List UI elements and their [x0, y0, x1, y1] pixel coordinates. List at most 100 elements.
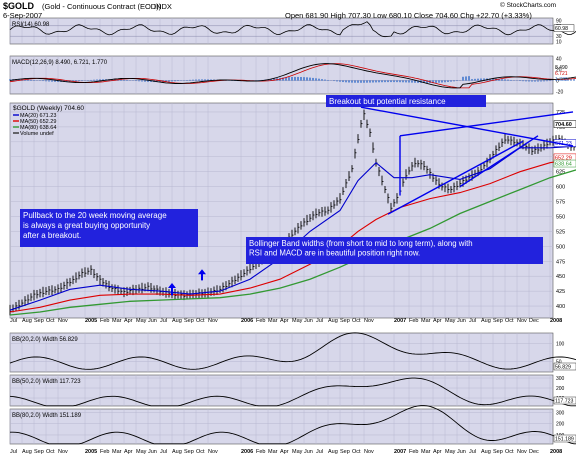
macd-histogram-bar — [510, 80, 512, 81]
macd-histogram-bar — [45, 80, 47, 81]
macd-histogram-bar — [171, 80, 173, 81]
macd-histogram-bar — [471, 79, 473, 81]
macd-histogram-bar — [411, 80, 413, 82]
macd-histogram-bar — [522, 80, 524, 81]
price-y-tick: 400 — [556, 304, 565, 310]
macd-histogram-bar — [549, 80, 551, 81]
x-tick-label: Apr — [124, 449, 133, 455]
macd-histogram-bar — [27, 80, 29, 81]
macd-histogram-bar — [387, 80, 389, 82]
x-tick-label: Apr — [433, 449, 442, 455]
bb80-label: BB(80,2.0) Width 151.189 — [12, 413, 82, 419]
x-tick-label: Feb — [409, 449, 418, 455]
x-tick-label: Nov — [58, 318, 68, 324]
bb50-value: 117.723 — [555, 399, 573, 405]
x-tick-label: Aug — [328, 318, 338, 324]
quote-line: Open 681.90 High 707.30 Low 680.10 Close… — [285, 11, 532, 20]
x-tick-label: Jul — [160, 449, 167, 455]
macd-histogram-bar — [573, 79, 575, 80]
macd-histogram-bar — [300, 77, 302, 81]
x-tick-label: Jul — [10, 318, 17, 324]
macd-histogram-bar — [339, 80, 341, 81]
x-tick-label: 2007 — [394, 449, 406, 455]
x-tick-label: Jun — [304, 449, 313, 455]
x-tick-label: Aug — [22, 318, 32, 324]
macd-histogram-bar — [51, 80, 53, 81]
macd-histogram-bar — [126, 80, 128, 81]
macd-histogram-bar — [204, 79, 206, 80]
x-tick-label: Jul — [316, 318, 323, 324]
macd-histogram-bar — [138, 80, 140, 81]
x-tick-label: Sep — [493, 318, 503, 324]
x-tick-label: Mar — [112, 449, 122, 455]
bb80-y-tick: 200 — [556, 422, 565, 428]
macd-histogram-bar — [93, 80, 95, 81]
macd-histogram-bar — [363, 80, 365, 82]
macd-y-tick: -20 — [556, 89, 563, 95]
macd-histogram-bar — [468, 76, 470, 81]
bb20-value: 56.829 — [555, 365, 571, 371]
macd-histogram-bar — [438, 80, 440, 82]
macd-histogram-bar — [192, 80, 194, 81]
credit: © StockCharts.com — [500, 2, 556, 9]
x-tick-label: Nov — [58, 449, 68, 455]
macd-histogram-bar — [366, 80, 368, 82]
macd-histogram-bar — [318, 79, 320, 81]
x-tick-label: May — [445, 449, 456, 455]
rsi-value: 60.98 — [555, 26, 568, 32]
description: (Gold - Continuous Contract (EOD)) — [42, 2, 161, 11]
macd-histogram-bar — [303, 77, 305, 80]
x-tick-label: Nov — [364, 449, 374, 455]
x-tick-label: Oct — [196, 318, 205, 324]
x-tick-label: Mar — [112, 318, 122, 324]
macd-histogram-bar — [381, 80, 383, 82]
macd-histogram-bar — [96, 80, 98, 81]
macd-histogram-bar — [393, 80, 395, 82]
x-tick-label: 2008 — [550, 449, 562, 455]
pullback-note-line: Pullback to the 20 week moving average — [23, 211, 167, 220]
x-tick-label: 2006 — [241, 449, 253, 455]
breakout-note-line: Breakout but potential resistance — [329, 97, 446, 106]
macd-histogram-bar — [360, 80, 362, 82]
x-tick-label: Sep — [493, 449, 503, 455]
macd-histogram-bar — [402, 80, 404, 82]
macd-histogram-bar — [288, 77, 290, 80]
x-tick-label: Oct — [46, 449, 55, 455]
price-y-tick: 525 — [556, 229, 565, 235]
x-tick-label: Mar — [421, 318, 431, 324]
macd-histogram-bar — [90, 80, 92, 81]
chart-date: 6-Sep-2007 — [3, 11, 42, 20]
macd-histogram-bar — [546, 80, 548, 81]
macd-histogram-bar — [372, 80, 374, 82]
x-tick-label: Aug — [172, 449, 182, 455]
x-tick-label: Sep — [184, 449, 194, 455]
bb50-y-tick: 200 — [556, 386, 565, 392]
macd-histogram-bar — [195, 80, 197, 81]
macd-histogram-bar — [441, 80, 443, 82]
macd-histogram-bar — [435, 80, 437, 82]
macd-histogram-bar — [453, 80, 455, 81]
macd-histogram-bar — [135, 80, 137, 81]
x-tick-label: Nov — [364, 318, 374, 324]
x-tick-label: Jul — [10, 449, 17, 455]
macd-histogram-bar — [384, 80, 386, 82]
macd-histogram-bar — [315, 78, 317, 80]
x-tick-label: 2007 — [394, 318, 406, 324]
x-tick-label: Feb — [256, 449, 265, 455]
macd-histogram-bar — [474, 79, 476, 81]
x-tick-label: Feb — [409, 318, 418, 324]
macd-histogram-bar — [297, 77, 299, 81]
macd-histogram-bar — [348, 80, 350, 82]
macd-histogram-bar — [444, 80, 446, 82]
macd-histogram-bar — [543, 80, 545, 81]
macd-histogram-bar — [33, 80, 35, 81]
x-tick-label: Jul — [160, 318, 167, 324]
rsi-y-tick: 10 — [556, 39, 562, 45]
x-tick-label: May — [136, 449, 147, 455]
macd-histogram-bar — [570, 79, 572, 80]
price-label: 638.64 — [555, 162, 572, 168]
x-tick-label: Mar — [268, 318, 278, 324]
macd-histogram-bar — [351, 80, 353, 82]
x-tick-label: Nov — [208, 449, 218, 455]
